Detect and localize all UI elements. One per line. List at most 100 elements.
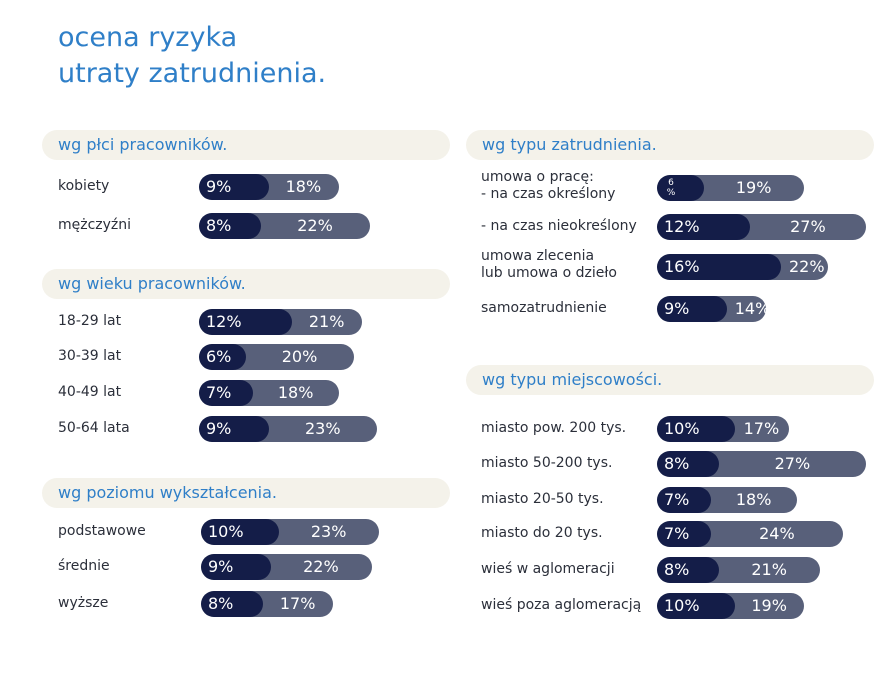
section-header-employment: wg typu zatrudnienia. [466, 130, 874, 160]
inner-value-label: 6% [666, 178, 676, 198]
category-label: miasto pow. 200 tys. [481, 420, 626, 437]
outer-value-label: 23% [310, 522, 347, 541]
bar-outer: 16% 22% [657, 254, 828, 280]
bar-inner [657, 557, 719, 583]
bar-inner [199, 309, 292, 335]
bar-inner [199, 380, 254, 406]
bar-inner [199, 213, 261, 239]
category-label-line: 50-64 lata [58, 420, 130, 436]
bar-outer: 12% 21% [199, 309, 362, 335]
bar-inner [199, 344, 246, 370]
outer-value-label: 21% [751, 560, 787, 579]
bar-outer: 10% 19% [657, 593, 805, 619]
bar-inner [199, 174, 269, 200]
outer-value-label: 17% [743, 419, 780, 438]
inner-value-label: 9% [208, 557, 234, 576]
outer-value-label: 27% [774, 454, 811, 473]
bar-outer: 10% 23% [201, 519, 380, 545]
category-label: 18-29 lat [58, 313, 121, 330]
category-label-line: wieś w aglomeracji [481, 561, 615, 577]
inner-value-label: 10% [664, 596, 700, 615]
category-label: mężczyźni [58, 217, 131, 234]
category-label-line: wieś poza aglomeracją [481, 597, 642, 613]
bar-outer: 6% 19% [657, 175, 805, 201]
inner-value-label: 9% [206, 419, 232, 438]
category-label-line: miasto 20-50 tys. [481, 491, 604, 507]
inner-value-label: 7% [206, 383, 232, 402]
bar-inner [657, 521, 712, 547]
category-label: wieś poza aglomeracją [481, 597, 641, 614]
category-label: kobiety [58, 178, 109, 195]
bar-outer: 12% 27% [657, 214, 867, 240]
section-header-gender: wg płci pracowników. [42, 130, 450, 160]
bar-outer: 9% 22% [201, 554, 372, 580]
outer-value-label: 22% [303, 557, 339, 576]
category-label: podstawowe [58, 523, 146, 540]
category-label-line: samozatrudnienie [481, 300, 607, 316]
outer-value-label: 18% [735, 490, 772, 509]
inner-value-label: 12% [664, 217, 700, 236]
bar-inner [657, 593, 735, 619]
category-label-line: lub umowa o dzieło [481, 265, 617, 281]
inner-value-label: 7% [664, 490, 690, 509]
bar-outer: 6% 20% [199, 344, 354, 370]
category-label-line: miasto do 20 tys. [481, 525, 603, 541]
category-label-line: 40-49 lat [58, 384, 122, 400]
bar-inner [201, 554, 271, 580]
bar-inner [657, 214, 750, 240]
category-label-line: - na czas nieokreślony [481, 218, 637, 234]
category-label-line: miasto 50-200 tys. [481, 455, 613, 471]
inner-value-label: 8% [208, 594, 234, 613]
outer-value-label: 14% [734, 299, 766, 318]
bar-inner [657, 254, 781, 280]
category-label-line: podstawowe [58, 523, 146, 539]
inner-value-label: 8% [206, 216, 232, 235]
bar-inner [657, 416, 735, 442]
category-label: 40-49 lat [58, 384, 121, 401]
outer-value-label: 24% [759, 524, 795, 543]
inner-value-label: 9% [664, 299, 690, 318]
category-label: samozatrudnienie [481, 300, 607, 317]
bar-outer: 8% 17% [201, 591, 333, 617]
inner-value-label: 10% [208, 522, 244, 541]
bar-outer: 10% 17% [657, 416, 789, 442]
bar-inner [201, 519, 279, 545]
inner-value-label: 12% [206, 312, 242, 331]
outer-value-label: 27% [790, 217, 826, 236]
bar-outer: 7% 24% [657, 521, 843, 547]
inner-value-label: 8% [664, 560, 690, 579]
bar-inner [657, 451, 719, 477]
category-label-line: miasto pow. 200 tys. [481, 420, 627, 436]
category-label: miasto 50-200 tys. [481, 455, 612, 472]
category-label: miasto do 20 tys. [481, 525, 603, 542]
outer-value-label: 17% [279, 594, 316, 613]
inner-value-part: % [666, 188, 676, 198]
outer-value-label: 18% [277, 383, 314, 402]
bar-outer: 9% 18% [199, 174, 339, 200]
category-label: - na czas nieokreślony [481, 218, 637, 235]
inner-value-label: 6% [206, 347, 232, 366]
category-label: umowa o pracę: - na czas określony [481, 169, 615, 203]
category-label: wieś w aglomeracji [481, 561, 615, 578]
outer-value-label: 22% [297, 216, 333, 235]
category-label-line: - na czas określony [481, 186, 616, 202]
category-label: 30-39 lat [58, 348, 121, 365]
inner-value-label: 16% [664, 257, 700, 276]
category-label-line: umowa o pracę: [481, 169, 594, 185]
category-label-line: średnie [58, 558, 110, 574]
inner-value-label: 7% [664, 524, 690, 543]
bar-outer: 8% 27% [657, 451, 867, 477]
bar-outer: 9% 23% [199, 416, 378, 442]
category-label-line: 30-39 lat [58, 348, 122, 364]
category-label: wyższe [58, 595, 108, 612]
inner-value-label: 9% [206, 177, 232, 196]
category-label-line: mężczyźni [58, 217, 132, 233]
outer-value-label: 21% [308, 312, 345, 331]
category-label: miasto 20-50 tys. [481, 491, 604, 508]
bar-outer: 8% 22% [199, 213, 370, 239]
page-title: ocena ryzyka utraty zatrudnienia. [58, 20, 326, 92]
title-line-2: utraty zatrudnienia. [58, 58, 327, 89]
category-label: 50-64 lata [58, 420, 130, 437]
bar-outer: 8% 21% [657, 557, 820, 583]
bar-inner [201, 591, 263, 617]
